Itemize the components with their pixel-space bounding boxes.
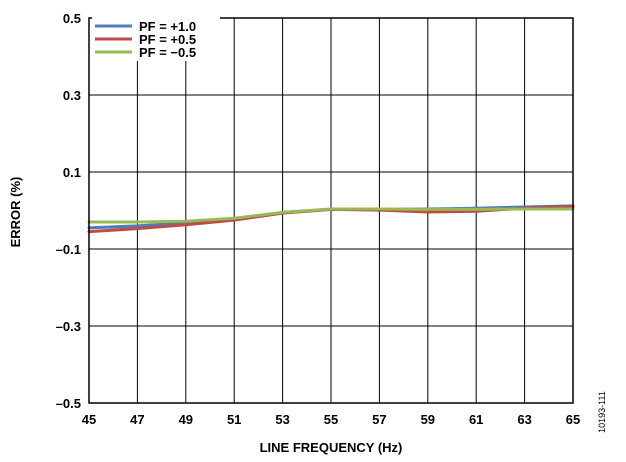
plot-frame — [88, 17, 574, 404]
x-tick-label: 45 — [82, 412, 96, 427]
y-tick-label: 0.5 — [63, 11, 81, 26]
legend: PF = +1.0PF = +0.5PF = −0.5 — [92, 16, 220, 61]
y-tick-label: 0.3 — [63, 88, 81, 103]
figure-id: 10193-111 — [597, 391, 607, 433]
x-tick-label: 47 — [130, 412, 144, 427]
x-tick-label: 63 — [517, 412, 531, 427]
legend-label: PF = +1.0 — [139, 19, 196, 34]
y-tick-label: –0.5 — [56, 396, 81, 411]
x-tick-label: 57 — [372, 412, 386, 427]
x-tick-label: 59 — [421, 412, 435, 427]
x-tick-label: 51 — [227, 412, 241, 427]
x-tick-label: 49 — [179, 412, 193, 427]
series-line — [87, 207, 575, 224]
x-tick-labels: 45 47 49 51 53 55 57 59 61 63 65 — [82, 412, 580, 427]
y-tick-labels: 0.5 0.3 0.1 –0.1 –0.3 –0.5 — [56, 11, 81, 411]
x-tick-label: 55 — [324, 412, 338, 427]
legend-label: PF = −0.5 — [139, 45, 196, 60]
y-axis-title: ERROR (%) — [8, 177, 23, 248]
y-tick-label: 0.1 — [63, 165, 81, 180]
x-tick-label: 53 — [275, 412, 289, 427]
x-axis-title: LINE FREQUENCY (Hz) — [260, 440, 403, 455]
y-tick-label: –0.1 — [56, 242, 81, 257]
x-tick-label: 61 — [469, 412, 483, 427]
x-tick-label: 65 — [566, 412, 580, 427]
legend-label: PF = +0.5 — [139, 32, 196, 47]
y-tick-label: –0.3 — [56, 319, 81, 334]
series-lines — [87, 204, 575, 234]
